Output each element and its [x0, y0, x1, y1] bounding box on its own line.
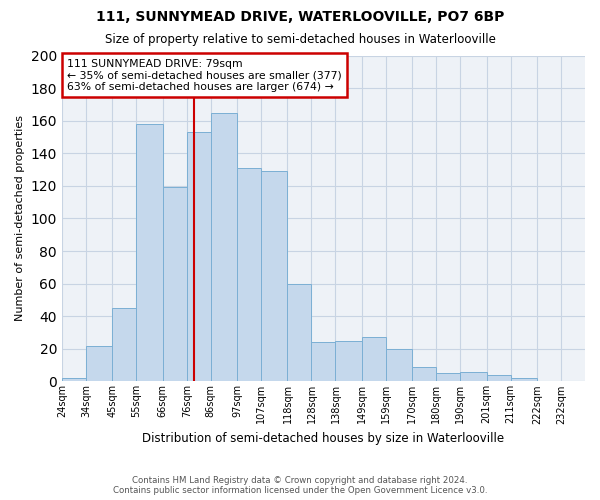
- Bar: [211, 112, 237, 382]
- Bar: [237, 168, 261, 382]
- Bar: [311, 342, 335, 382]
- Bar: [112, 308, 136, 382]
- Bar: [163, 188, 187, 382]
- Bar: [86, 346, 112, 382]
- Bar: [436, 373, 460, 382]
- Text: Contains HM Land Registry data © Crown copyright and database right 2024.
Contai: Contains HM Land Registry data © Crown c…: [113, 476, 487, 495]
- Bar: [187, 132, 211, 382]
- Bar: [487, 375, 511, 382]
- X-axis label: Distribution of semi-detached houses by size in Waterlooville: Distribution of semi-detached houses by …: [142, 432, 505, 445]
- Text: 111, SUNNYMEAD DRIVE, WATERLOOVILLE, PO7 6BP: 111, SUNNYMEAD DRIVE, WATERLOOVILLE, PO7…: [96, 10, 504, 24]
- Text: 111 SUNNYMEAD DRIVE: 79sqm
← 35% of semi-detached houses are smaller (377)
63% o: 111 SUNNYMEAD DRIVE: 79sqm ← 35% of semi…: [67, 59, 342, 92]
- Text: Size of property relative to semi-detached houses in Waterlooville: Size of property relative to semi-detach…: [104, 32, 496, 46]
- Bar: [287, 284, 311, 382]
- Bar: [136, 124, 163, 382]
- Bar: [386, 349, 412, 382]
- Bar: [62, 378, 86, 382]
- Y-axis label: Number of semi-detached properties: Number of semi-detached properties: [15, 116, 25, 322]
- Bar: [412, 366, 436, 382]
- Bar: [460, 372, 487, 382]
- Bar: [261, 171, 287, 382]
- Bar: [511, 378, 537, 382]
- Bar: [362, 338, 386, 382]
- Bar: [335, 340, 362, 382]
